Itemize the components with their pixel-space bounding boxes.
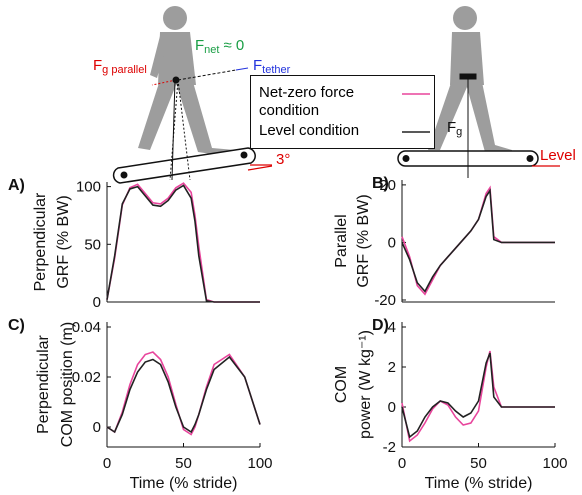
gravity-label: Fg (447, 119, 462, 138)
x-tick-label: 100 (542, 455, 567, 472)
y-tick-label: -20 (374, 292, 396, 309)
x-tick-label: 0 (398, 455, 406, 472)
walker-right (428, 6, 512, 157)
x-tick-label: 50 (470, 455, 487, 472)
panel-label: A) (8, 177, 25, 194)
y-axis-label: Perpendicular (32, 192, 49, 291)
x-tick-label: 100 (247, 455, 272, 472)
treadmill-left (112, 147, 273, 184)
legend-label: Net-zero force condition (259, 84, 355, 119)
y-axis-label: Perpendicular (35, 334, 52, 433)
y-tick-label: 100 (76, 179, 101, 196)
y-tick-label: 2 (388, 359, 396, 376)
x-axis-label: Time (% stride) (425, 475, 533, 492)
y-axis-label: COM (333, 366, 350, 403)
level-label: Level (540, 147, 576, 164)
series-line (106, 355, 261, 434)
legend-swatch (402, 131, 430, 133)
y-tick-label: 0 (388, 399, 396, 416)
x-axis-label: Time (% stride) (130, 475, 238, 492)
series-line (401, 188, 555, 293)
y-tick-label: 50 (84, 236, 101, 253)
tether-label: Ftether (253, 57, 291, 76)
y-axis-label: power (W kg⁻¹) (357, 330, 374, 439)
y-tick-label: 0.04 (72, 319, 101, 336)
panel-label: D) (372, 317, 389, 334)
y-tick-label: -2 (383, 439, 396, 456)
gravity-parallel-label: Fg parallel (93, 57, 147, 76)
series-line (401, 185, 555, 296)
y-tick-label: 0.02 (72, 369, 101, 386)
y-tick-label: 20 (379, 177, 396, 194)
force-arrows (151, 67, 477, 181)
y-tick-label: 0 (93, 294, 101, 311)
legend-swatch (402, 93, 430, 95)
y-axis-label: GRF (% BW) (355, 194, 372, 287)
y-axis-label: COM position (m) (59, 322, 76, 447)
incline-label: 3° (276, 151, 290, 168)
series-line (401, 352, 555, 439)
walker-left (138, 6, 235, 157)
series-line (106, 184, 260, 303)
y-tick-label: 0 (93, 419, 101, 436)
series-line (106, 182, 260, 303)
panel-label: C) (8, 317, 25, 334)
y-axis-label: GRF (% BW) (55, 195, 72, 288)
panel-label: B) (372, 175, 389, 192)
treadmill-right (397, 150, 560, 167)
legend: Net-zero force condition Level condition (250, 75, 435, 149)
series-line (401, 350, 555, 443)
net-force-label: Fnet ≈ 0 (195, 37, 244, 56)
x-tick-label: 0 (103, 455, 111, 472)
x-tick-label: 50 (175, 455, 192, 472)
series-line (106, 351, 261, 436)
y-tick-label: 4 (388, 319, 396, 336)
legend-label: Level condition (259, 122, 360, 139)
y-axis-label: Parallel (333, 214, 350, 267)
y-tick-label: 0 (388, 234, 396, 251)
